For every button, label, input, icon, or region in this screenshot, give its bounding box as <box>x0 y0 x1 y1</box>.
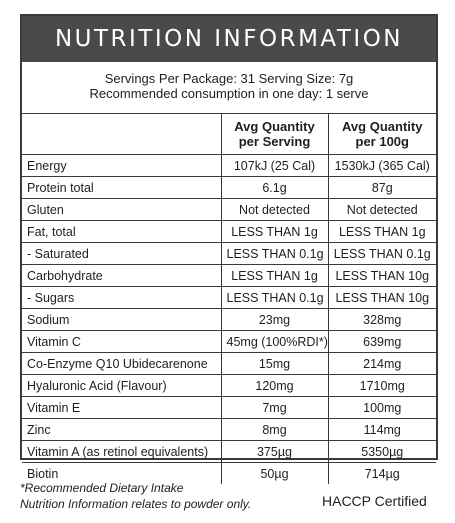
nutrient-name: Protein total <box>22 176 222 199</box>
footnote-powder: Nutrition Information relates to powder … <box>20 497 252 511</box>
per-100g-value: LESS THAN 1g <box>327 220 436 243</box>
serving-info: Servings Per Package: 31 Serving Size: 7… <box>22 62 436 114</box>
header-per-100g: Avg Quantity per 100g <box>327 114 436 155</box>
header-per-100g-line-1: Avg Quantity <box>342 119 423 134</box>
nutrition-table: Avg Quantity per Serving Avg Quantity pe… <box>22 114 436 484</box>
table-row: Vitamin C 45mg (100%RDI*) 639mg <box>22 330 436 353</box>
table-row: Co-Enzyme Q10 Ubidecarenone 15mg 214mg <box>22 352 436 375</box>
per-serving-value: Not detected <box>220 198 329 221</box>
nutrition-panel: NUTRITION INFORMATION Servings Per Packa… <box>20 14 438 484</box>
per-serving-value: 23mg <box>220 308 329 331</box>
table-row: - Saturated LESS THAN 0.1g LESS THAN 0.1… <box>22 242 436 265</box>
nutrient-name: Vitamin A (as retinol equivalents) <box>22 440 222 463</box>
per-100g-value: 328mg <box>327 308 436 331</box>
table-row: Vitamin A (as retinol equivalents) 375µg… <box>22 440 436 463</box>
nutrient-name: Zinc <box>22 418 222 441</box>
table-row: Biotin 50µg 714µg <box>22 462 436 484</box>
per-100g-value: 5350µg <box>327 440 436 463</box>
per-100g-value: 114mg <box>327 418 436 441</box>
per-100g-value: 100mg <box>327 396 436 419</box>
per-serving-value: 375µg <box>220 440 329 463</box>
per-serving-value: 8mg <box>220 418 329 441</box>
table-row: Energy 107kJ (25 Cal) 1530kJ (365 Cal) <box>22 154 436 177</box>
nutrient-name: Co-Enzyme Q10 Ubidecarenone <box>22 352 222 375</box>
nutrient-name: Fat, total <box>22 220 222 243</box>
footnote: *Recommended Dietary Intake Nutrition In… <box>20 480 251 512</box>
per-100g-value: 87g <box>327 176 436 199</box>
per-serving-value: LESS THAN 0.1g <box>220 242 329 265</box>
per-serving-value: 107kJ (25 Cal) <box>220 154 329 177</box>
table-row: Hyaluronic Acid (Flavour) 120mg 1710mg <box>22 374 436 397</box>
per-serving-value: 45mg (100%RDI*) <box>220 330 329 353</box>
header-nutrient-blank <box>22 114 222 155</box>
table-header-row: Avg Quantity per Serving Avg Quantity pe… <box>22 114 436 155</box>
per-serving-value: LESS THAN 1g <box>220 264 329 287</box>
per-serving-value: LESS THAN 0.1g <box>220 286 329 309</box>
nutrient-name: Sodium <box>22 308 222 331</box>
header-per-serving-line-1: Avg Quantity <box>234 119 315 134</box>
nutrient-name: Gluten <box>22 198 222 221</box>
nutrient-name: Carbohydrate <box>22 264 222 287</box>
table-row: Sodium 23mg 328mg <box>22 308 436 331</box>
per-serving-value: 15mg <box>220 352 329 375</box>
per-100g-value: LESS THAN 10g <box>327 286 436 309</box>
per-100g-value: 1530kJ (365 Cal) <box>327 154 436 177</box>
nutrient-name: Biotin <box>22 462 222 484</box>
header-per-100g-line-2: per 100g <box>355 134 409 149</box>
serving-line-1: Servings Per Package: 31 Serving Size: 7… <box>104 71 354 86</box>
per-100g-value: LESS THAN 0.1g <box>327 242 436 265</box>
table-row: Fat, total LESS THAN 1g LESS THAN 1g <box>22 220 436 243</box>
table-row: - Sugars LESS THAN 0.1g LESS THAN 10g <box>22 286 436 309</box>
nutrient-name: - Saturated <box>22 242 222 265</box>
header-per-serving: Avg Quantity per Serving <box>220 114 329 155</box>
per-serving-value: 7mg <box>220 396 329 419</box>
nutrient-name: - Sugars <box>22 286 222 309</box>
per-serving-value: 6.1g <box>220 176 329 199</box>
panel-title: NUTRITION INFORMATION <box>22 16 436 62</box>
per-100g-value: Not detected <box>327 198 436 221</box>
nutrient-name: Energy <box>22 154 222 177</box>
table-row: Gluten Not detected Not detected <box>22 198 436 221</box>
per-serving-value: LESS THAN 1g <box>220 220 329 243</box>
nutrient-name: Vitamin C <box>22 330 222 353</box>
nutrient-name: Vitamin E <box>22 396 222 419</box>
serving-line-2: Recommended consumption in one day: 1 se… <box>89 86 369 101</box>
haccp-certification: HACCP Certified <box>322 493 427 509</box>
per-100g-value: 1710mg <box>327 374 436 397</box>
per-serving-value: 120mg <box>220 374 329 397</box>
nutrient-name: Hyaluronic Acid (Flavour) <box>22 374 222 397</box>
header-per-serving-line-2: per Serving <box>238 134 311 149</box>
per-100g-value: 639mg <box>327 330 436 353</box>
footnote-rdi: *Recommended Dietary Intake <box>20 481 184 495</box>
table-row: Carbohydrate LESS THAN 1g LESS THAN 10g <box>22 264 436 287</box>
per-100g-value: 714µg <box>327 462 436 484</box>
table-row: Protein total 6.1g 87g <box>22 176 436 199</box>
table-row: Zinc 8mg 114mg <box>22 418 436 441</box>
table-row: Vitamin E 7mg 100mg <box>22 396 436 419</box>
per-100g-value: 214mg <box>327 352 436 375</box>
per-100g-value: LESS THAN 10g <box>327 264 436 287</box>
